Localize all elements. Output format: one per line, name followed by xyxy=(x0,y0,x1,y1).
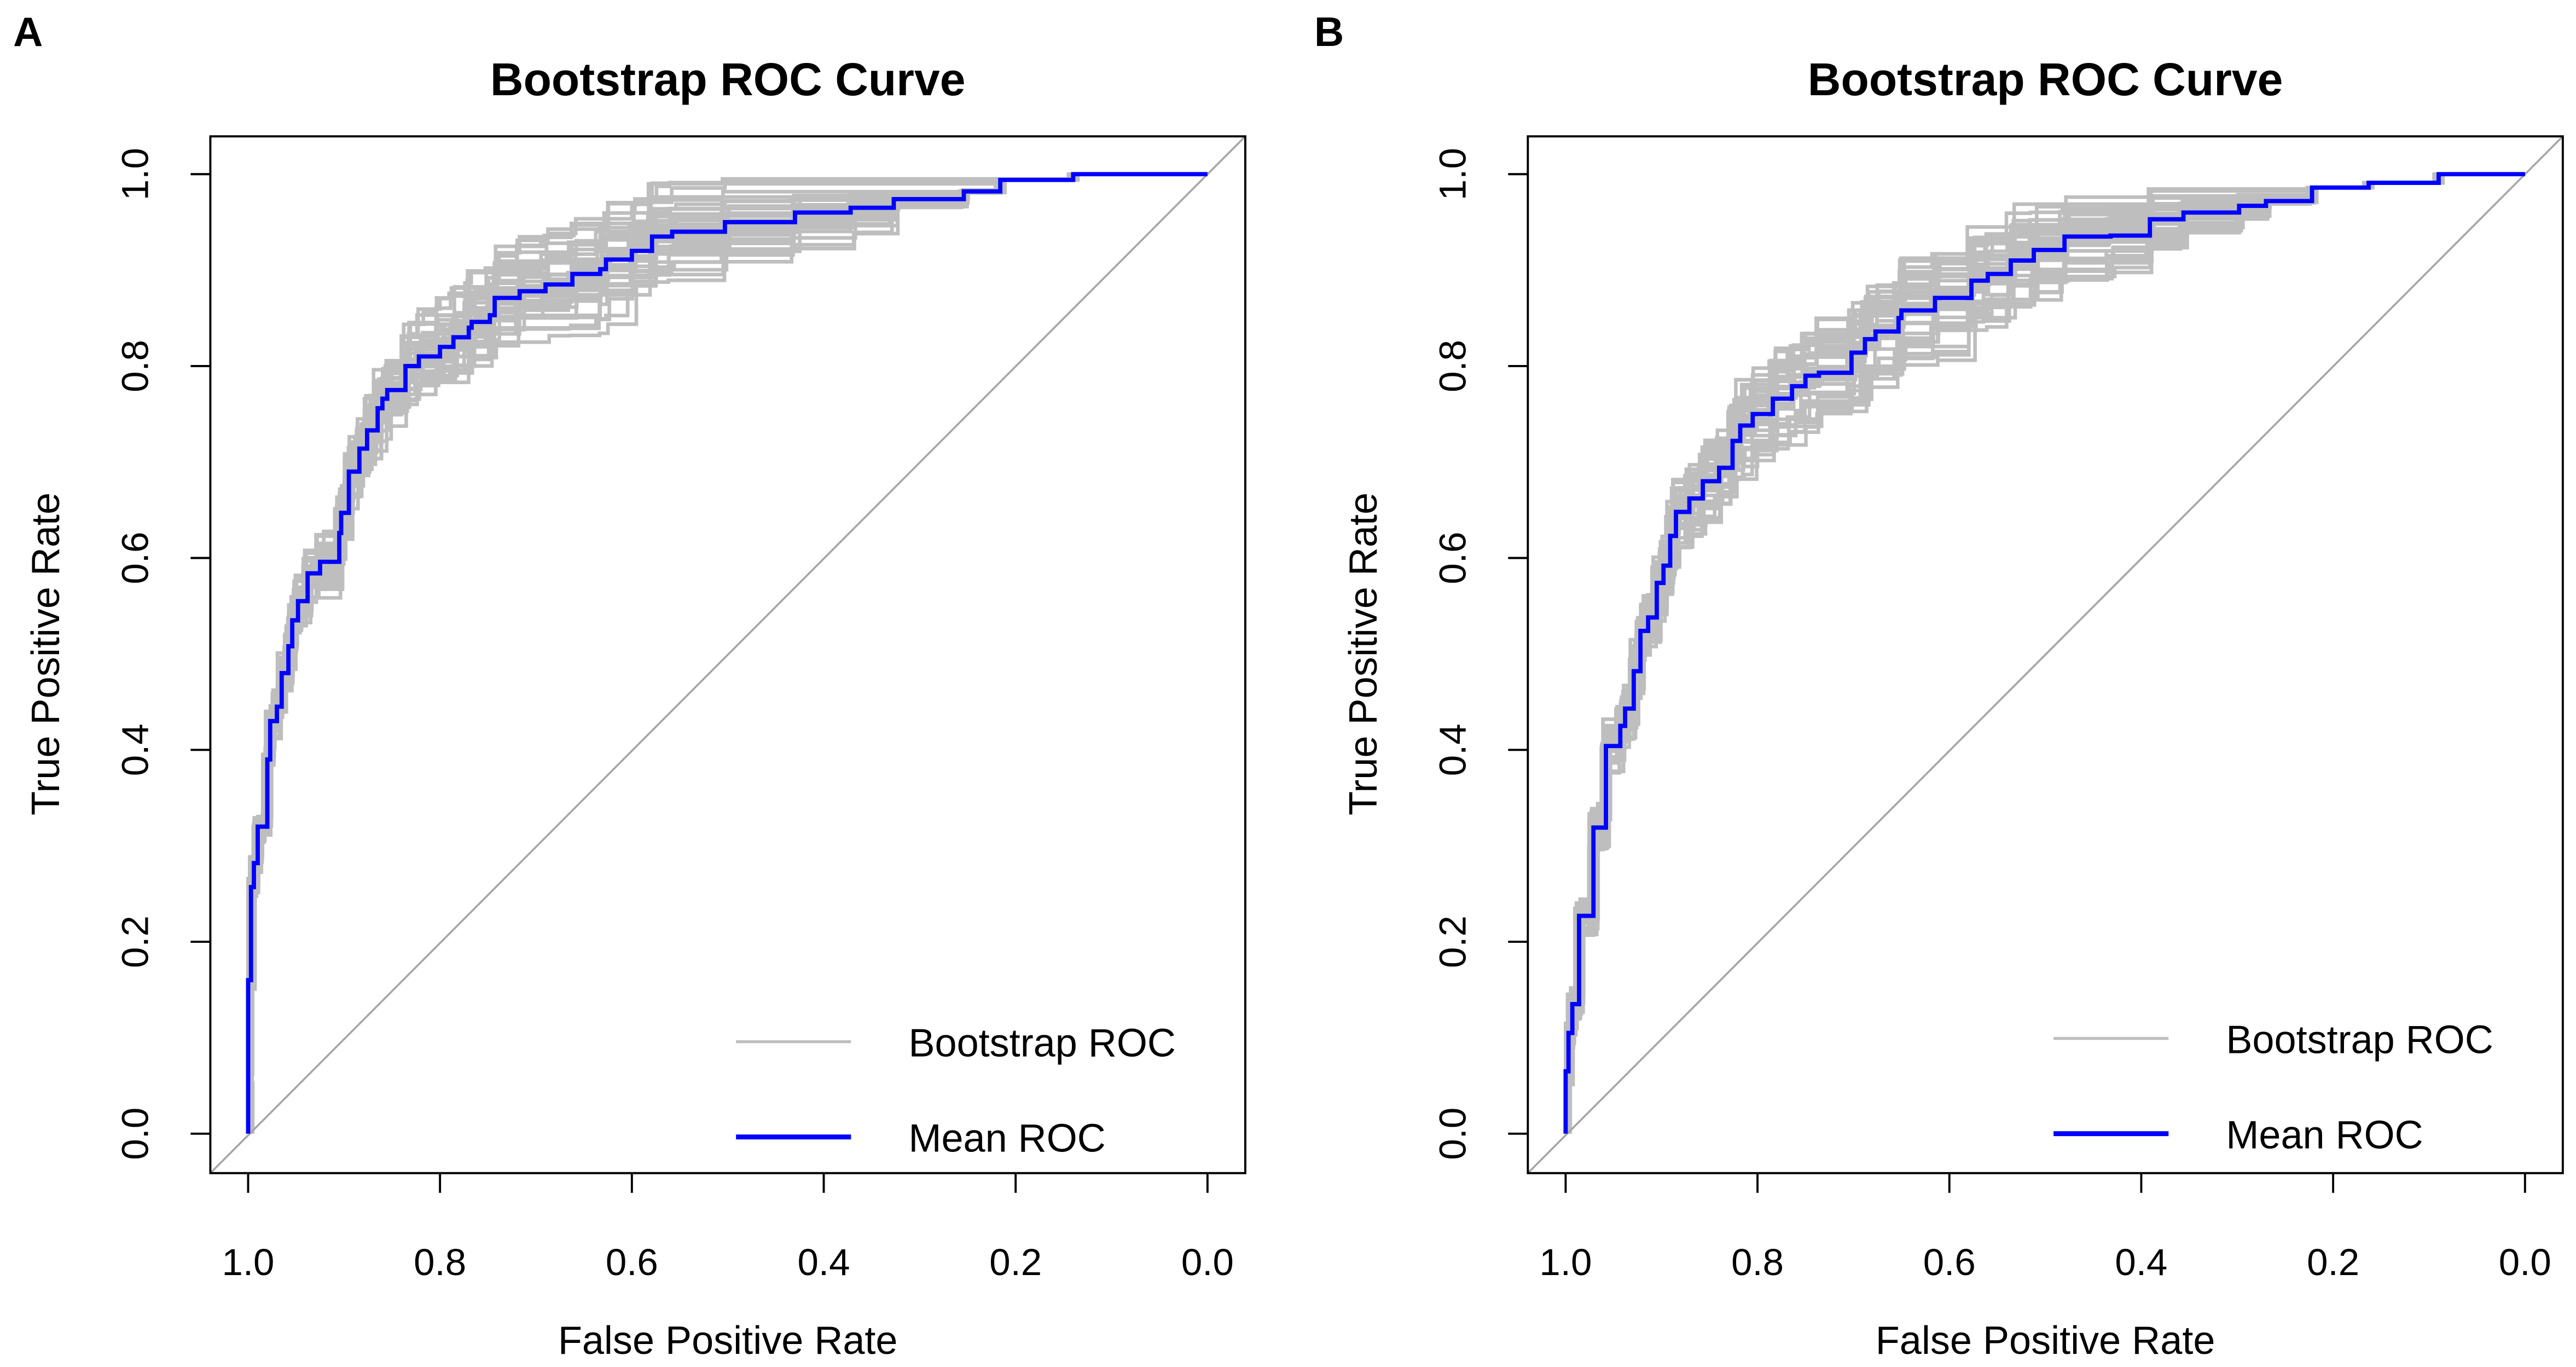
chart-title: Bootstrap ROC Curve xyxy=(490,54,966,105)
bootstrap-roc-line xyxy=(246,172,1205,1134)
bootstrap-roc-line xyxy=(1564,172,2521,1134)
panel-a: A Bootstrap ROC Curve False Positive Rat… xyxy=(13,9,1246,1363)
y-tick-label: 1.0 xyxy=(1431,148,1473,200)
bootstrap-roc-line xyxy=(246,172,1206,1134)
bootstrap-roc-line xyxy=(1564,172,2523,1134)
x-tick-label: 0.8 xyxy=(1731,1241,1784,1283)
bootstrap-roc-line xyxy=(1564,172,2523,1134)
bootstrap-roc-line xyxy=(246,172,1206,1134)
bootstrap-roc-line xyxy=(1564,172,2523,1134)
bootstrap-roc-line xyxy=(246,172,1205,1134)
bootstrap-roc-line xyxy=(1564,172,2521,1134)
mean-roc-line xyxy=(1563,172,2525,1134)
panel-label: A xyxy=(13,9,43,55)
bootstrap-roc-line xyxy=(1564,172,2521,1134)
bootstrap-roc-line xyxy=(1564,172,2524,1134)
bootstrap-roc-line xyxy=(246,172,1205,1134)
chance-diagonal xyxy=(1527,135,2564,1174)
bootstrap-roc-line xyxy=(1564,172,2521,1134)
bootstrap-roc-line xyxy=(246,172,1206,1134)
x-tick-label: 0.2 xyxy=(989,1241,1042,1283)
chance-diagonal xyxy=(210,135,1246,1174)
y-axis-label: True Positive Rate xyxy=(1342,493,1385,815)
y-tick-label: 1.0 xyxy=(113,148,156,200)
panel-label: B xyxy=(1314,9,1344,55)
panel-b: B Bootstrap ROC Curve False Positive Rat… xyxy=(1314,9,2564,1363)
bootstrap-roc-line xyxy=(246,172,1204,1134)
y-tick-label: 0.2 xyxy=(1431,916,1473,968)
bootstrap-roc-line xyxy=(1564,172,2523,1134)
legend-label-bootstrap: Bootstrap ROC xyxy=(2226,1018,2493,1062)
legend-label-mean: Mean ROC xyxy=(2226,1114,2423,1157)
bootstrap-roc-line xyxy=(1564,172,2522,1134)
bootstrap-roc-line xyxy=(246,172,1204,1134)
y-tick-label: 0.4 xyxy=(1431,723,1473,776)
bootstrap-roc-line xyxy=(1564,172,2522,1134)
x-tick-label: 1.0 xyxy=(222,1241,274,1283)
x-tick-label: 0.6 xyxy=(1923,1241,1976,1283)
bootstrap-roc-line xyxy=(1564,172,2522,1134)
y-tick-label: 0.6 xyxy=(1431,532,1473,584)
chart-title: Bootstrap ROC Curve xyxy=(1808,54,2283,105)
x-tick-label: 1.0 xyxy=(1539,1241,1592,1283)
y-tick-label: 0.0 xyxy=(1431,1108,1473,1160)
y-tick-label: 0.8 xyxy=(1431,340,1473,392)
x-tick-label: 0.0 xyxy=(2499,1241,2551,1283)
plot-frame xyxy=(1527,135,2564,1174)
y-axis-label: True Positive Rate xyxy=(24,493,68,815)
bootstrap-roc-line xyxy=(246,172,1206,1134)
y-tick-label: 0.0 xyxy=(113,1108,156,1160)
x-tick-label: 0.6 xyxy=(606,1241,658,1283)
x-tick-label: 0.4 xyxy=(2115,1241,2167,1283)
x-tick-label: 0.8 xyxy=(414,1241,466,1283)
bootstrap-roc-line xyxy=(1564,172,2523,1134)
y-tick-label: 0.6 xyxy=(113,532,156,584)
x-tick-label: 0.4 xyxy=(798,1241,850,1283)
bootstrap-roc-line xyxy=(246,172,1203,1134)
legend-label-bootstrap: Bootstrap ROC xyxy=(908,1022,1175,1065)
mean-roc-line xyxy=(246,172,1208,1134)
x-axis-label: False Positive Rate xyxy=(558,1319,898,1363)
x-tick-label: 0.0 xyxy=(1181,1241,1234,1283)
bootstrap-roc-line xyxy=(1564,172,2522,1134)
x-tick-label: 0.2 xyxy=(2307,1241,2359,1283)
x-axis-label: False Positive Rate xyxy=(1876,1319,2215,1363)
plot-frame xyxy=(209,135,1246,1174)
bootstrap-roc-line xyxy=(1564,172,2522,1134)
bootstrap-roc-line xyxy=(1564,172,2521,1134)
y-tick-label: 0.8 xyxy=(113,340,156,392)
legend-label-mean: Mean ROC xyxy=(908,1117,1105,1161)
bootstrap-roc-line xyxy=(1564,172,2522,1134)
bootstrap-roc-line xyxy=(1564,172,2525,1134)
y-tick-label: 0.2 xyxy=(113,916,156,968)
bootstrap-roc-line xyxy=(246,172,1204,1134)
bootstrap-roc-line xyxy=(246,172,1206,1134)
y-tick-label: 0.4 xyxy=(113,723,156,776)
bootstrap-roc-line xyxy=(246,172,1205,1134)
bootstrap-roc-line xyxy=(1564,172,2522,1134)
